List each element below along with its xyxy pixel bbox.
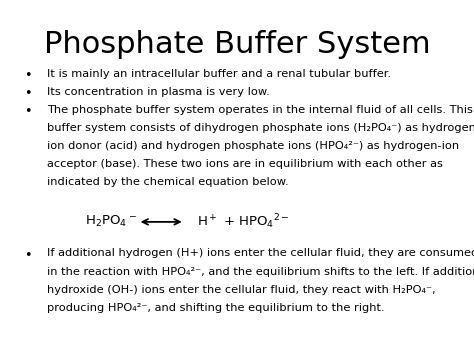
Text: •: • — [24, 87, 31, 100]
Text: •: • — [24, 105, 31, 118]
Text: acceptor (base). These two ions are in equilibrium with each other as: acceptor (base). These two ions are in e… — [47, 159, 443, 169]
Text: •: • — [24, 69, 31, 82]
Text: H$^+$ + HPO$_4$$^{2-}$: H$^+$ + HPO$_4$$^{2-}$ — [197, 213, 290, 231]
Text: indicated by the chemical equation below.: indicated by the chemical equation below… — [47, 177, 289, 187]
Text: •: • — [24, 248, 31, 262]
Text: The phosphate buffer system operates in the internal fluid of all cells. This: The phosphate buffer system operates in … — [47, 105, 473, 115]
Text: It is mainly an intracellular buffer and a renal tubular buffer.: It is mainly an intracellular buffer and… — [47, 69, 392, 79]
Text: hydroxide (OH-) ions enter the cellular fluid, they react with H₂PO₄⁻,: hydroxide (OH-) ions enter the cellular … — [47, 285, 436, 295]
Text: in the reaction with HPO₄²⁻, and the equilibrium shifts to the left. If addition: in the reaction with HPO₄²⁻, and the equ… — [47, 267, 474, 277]
Text: Phosphate Buffer System: Phosphate Buffer System — [44, 30, 430, 59]
Text: H$_2$PO$_4$$^-$: H$_2$PO$_4$$^-$ — [85, 214, 137, 229]
Text: ion donor (acid) and hydrogen phosphate ions (HPO₄²⁻) as hydrogen-ion: ion donor (acid) and hydrogen phosphate … — [47, 141, 459, 151]
Text: If additional hydrogen (H+) ions enter the cellular fluid, they are consumed: If additional hydrogen (H+) ions enter t… — [47, 248, 474, 258]
Text: buffer system consists of dihydrogen phosphate ions (H₂PO₄⁻) as hydrogen-: buffer system consists of dihydrogen pho… — [47, 123, 474, 133]
Text: producing HPO₄²⁻, and shifting the equilibrium to the right.: producing HPO₄²⁻, and shifting the equil… — [47, 303, 385, 313]
Text: Its concentration in plasma is very low.: Its concentration in plasma is very low. — [47, 87, 270, 97]
